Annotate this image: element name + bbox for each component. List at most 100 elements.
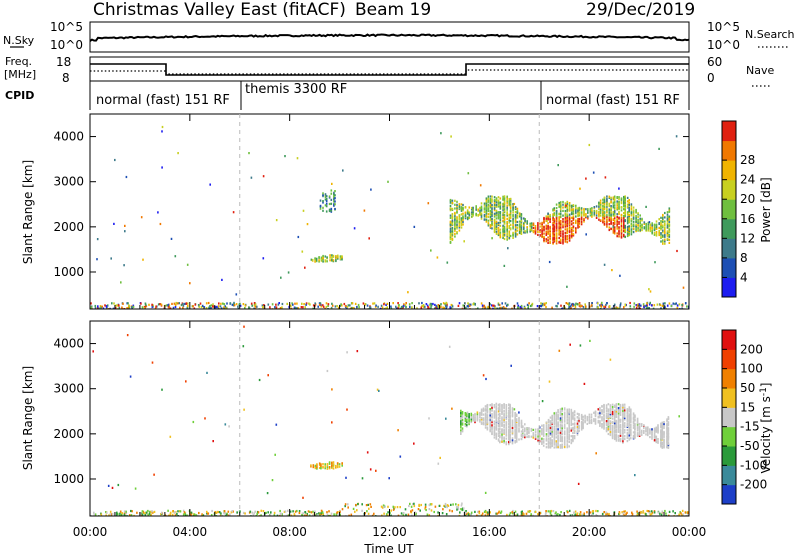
noise-cell: [151, 361, 154, 364]
noise-cell: [258, 378, 261, 382]
clutter-cell: [161, 511, 163, 514]
data-cell: [612, 223, 615, 227]
data-cell: [584, 421, 586, 424]
data-cell: [545, 434, 548, 438]
data-cell: [613, 404, 616, 407]
clutter-cell: [664, 509, 666, 513]
data-cell: [335, 258, 337, 261]
data-cell: [590, 413, 593, 416]
data-cell: [613, 429, 616, 432]
clutter-cell: [396, 506, 399, 509]
data-cell: [534, 225, 537, 228]
clutter-cell: [446, 303, 448, 306]
clutter-cell: [396, 307, 398, 309]
data-cell: [635, 223, 637, 226]
data-cell: [624, 213, 626, 216]
data-cell: [577, 221, 579, 225]
data-cell: [657, 428, 659, 432]
data-cell: [555, 445, 558, 448]
noise-cell: [611, 269, 613, 272]
clutter-cell: [664, 306, 666, 309]
clutter-cell: [269, 306, 271, 309]
data-cell: [663, 422, 665, 426]
data-cell: [599, 408, 601, 411]
noise-cell: [304, 266, 306, 269]
data-cell: [499, 211, 502, 214]
clutter-cell: [335, 513, 338, 516]
clutter-cell: [629, 305, 632, 308]
data-cell: [553, 230, 556, 233]
noise-cell: [658, 147, 660, 150]
clutter-cell: [318, 514, 321, 516]
data-cell: [626, 205, 629, 208]
noise-cell: [243, 408, 245, 411]
clutter-cell: [381, 506, 384, 509]
data-cell: [454, 227, 456, 230]
clutter-cell: [576, 512, 579, 515]
data-cell: [643, 424, 645, 427]
data-cell: [461, 418, 464, 421]
clutter-cell: [207, 301, 210, 305]
clutter-cell: [624, 510, 626, 513]
data-cell: [623, 205, 625, 208]
data-cell: [630, 426, 632, 429]
data-cell: [524, 219, 526, 222]
data-cell: [605, 421, 608, 424]
data-cell: [553, 412, 556, 415]
data-cell: [549, 216, 551, 219]
data-cell: [647, 432, 649, 435]
clutter-cell: [200, 305, 203, 309]
data-cell: [330, 207, 333, 210]
data-cell: [613, 423, 616, 426]
data-cell: [335, 256, 337, 260]
data-cell: [487, 215, 490, 219]
data-cell: [635, 230, 637, 233]
clutter-cell: [425, 508, 427, 512]
data-cell: [458, 223, 461, 226]
data-cell: [645, 429, 647, 432]
data-cell: [489, 416, 491, 419]
data-cell: [615, 436, 618, 439]
clutter-cell: [167, 509, 169, 512]
data-cell: [607, 425, 610, 428]
data-cell: [311, 259, 314, 262]
clutter-cell: [452, 503, 454, 506]
clutter-cell: [122, 302, 124, 305]
data-cell: [608, 195, 611, 198]
data-cell: [632, 223, 635, 226]
data-cell: [616, 208, 618, 211]
data-cell: [485, 209, 488, 212]
data-cell: [332, 467, 335, 470]
data-cell: [638, 434, 641, 437]
clutter-cell: [215, 306, 217, 309]
data-cell: [609, 416, 612, 419]
clutter-cell: [629, 301, 631, 305]
data-cell: [338, 463, 341, 466]
clutter-cell: [267, 303, 270, 306]
data-cell: [314, 260, 316, 263]
data-cell: [312, 466, 315, 469]
data-cell: [319, 207, 322, 210]
clutter-cell: [319, 303, 321, 307]
data-cell: [570, 441, 573, 444]
clutter-cell: [651, 511, 654, 514]
data-cell: [524, 230, 526, 233]
data-cell: [616, 204, 618, 207]
data-cell: [653, 433, 656, 436]
data-cell: [611, 417, 614, 420]
data-cell: [502, 207, 504, 210]
data-cell: [547, 218, 549, 221]
data-cell: [655, 430, 658, 433]
data-cell: [464, 211, 467, 214]
clutter-cell: [321, 511, 324, 514]
data-cell: [503, 203, 506, 206]
clutter-cell: [351, 302, 354, 305]
data-cell: [660, 227, 662, 230]
data-cell: [662, 241, 664, 244]
data-cell: [328, 467, 331, 470]
data-cell: [603, 213, 606, 216]
data-cell: [509, 433, 511, 436]
clutter-cell: [404, 304, 407, 307]
data-cell: [653, 427, 656, 430]
data-cell: [660, 434, 662, 437]
